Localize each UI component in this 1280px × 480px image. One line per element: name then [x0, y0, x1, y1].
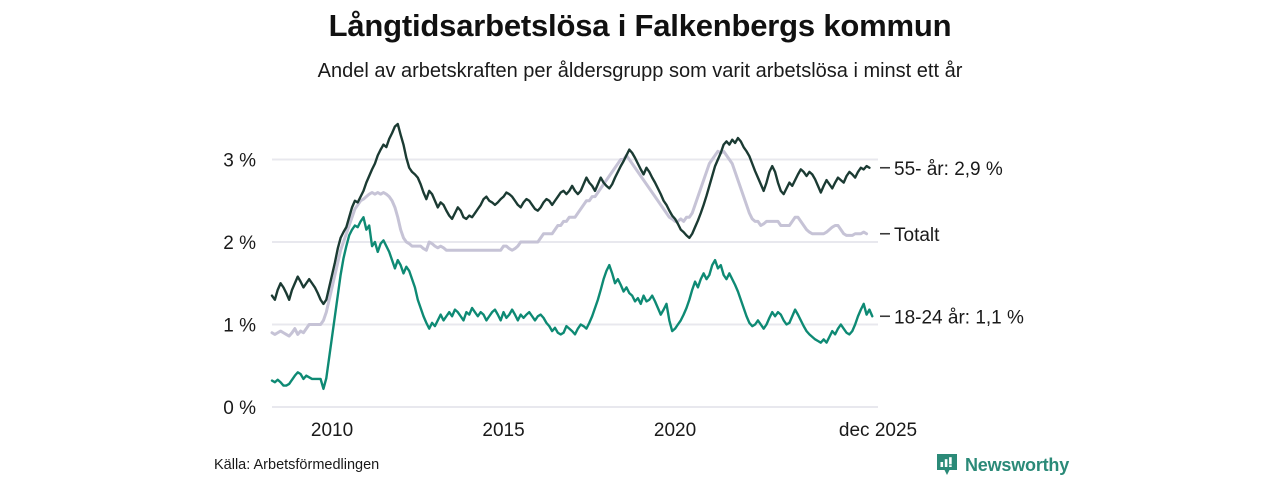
x-axis-tick-label: dec 2025 [839, 420, 917, 441]
series-line-totalt [270, 149, 869, 338]
brand-name: Newsworthy [965, 454, 1070, 475]
source-note: Källa: Arbetsförmedlingen [214, 457, 380, 473]
y-axis-tick-label: 0 % [223, 398, 256, 419]
x-axis-tick-label: 2020 [654, 420, 696, 441]
y-axis-tick-label: 1 % [223, 316, 256, 337]
series-line-18-24-r [270, 216, 874, 391]
series-label-18-24-r: 18-24 år: 1,1 % [894, 307, 1024, 328]
series-label-totalt: Totalt [894, 225, 940, 246]
series-label-55-r: 55- år: 2,9 % [894, 159, 1003, 180]
x-axis-tick-label: 2010 [311, 420, 353, 441]
page-title: Långtidsarbetslösa i Falkenbergs kommun [328, 8, 952, 43]
x-axis-tick-label: 2015 [482, 420, 524, 441]
series-line-55-r [270, 122, 871, 306]
newsworthy-logo: Newsworthy [936, 452, 1069, 478]
y-axis-tick-label: 2 % [223, 233, 256, 254]
bar-chart-bubble-icon [937, 454, 957, 475]
page-subtitle: Andel av arbetskraften per åldersgrupp s… [317, 60, 963, 82]
y-axis-tick-label: 3 % [223, 151, 256, 172]
